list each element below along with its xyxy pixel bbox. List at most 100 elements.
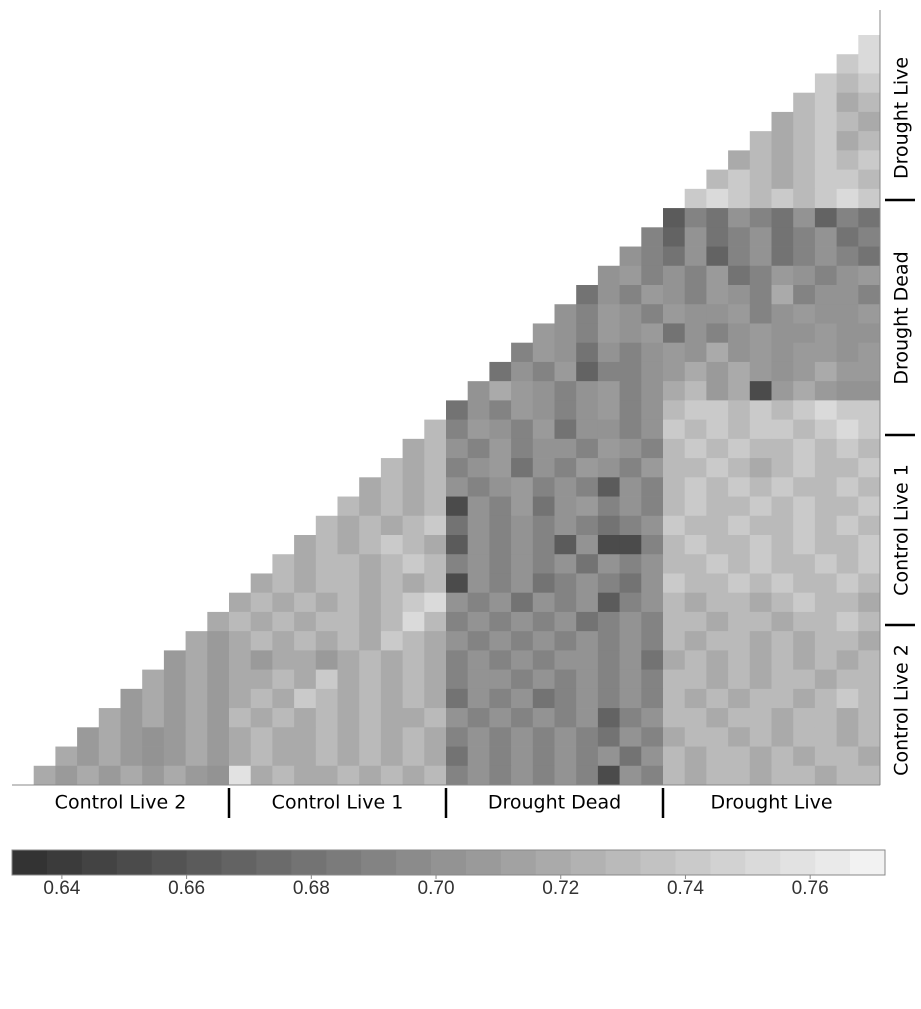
heatmap-cell <box>749 535 772 555</box>
heatmap-cell <box>728 304 751 324</box>
heatmap-cell <box>728 554 751 574</box>
heatmap-cell <box>749 208 772 228</box>
heatmap-cell <box>771 727 794 747</box>
heatmap-cell <box>706 477 729 497</box>
heatmap-cell <box>185 650 208 671</box>
heatmap-cell <box>359 535 382 555</box>
heatmap-cell <box>315 669 338 690</box>
heatmap-cell <box>836 669 859 690</box>
heatmap-cell <box>185 688 208 709</box>
heatmap-cell <box>858 92 881 113</box>
heatmap-cell <box>728 669 751 690</box>
colorbar-step <box>291 850 327 875</box>
heatmap-cell <box>576 688 599 709</box>
heatmap-cell <box>619 381 642 401</box>
heatmap-cell <box>185 746 208 767</box>
heatmap-cell <box>511 669 534 690</box>
heatmap-cell <box>728 496 751 517</box>
heatmap-cell <box>576 323 599 344</box>
heatmap-cell <box>836 573 859 594</box>
heatmap-cell <box>619 400 642 421</box>
heatmap-cell <box>532 573 555 594</box>
heatmap-cell <box>858 554 881 574</box>
heatmap-cell <box>380 611 403 632</box>
heatmap-cell <box>576 611 599 632</box>
heatmap-cell <box>814 650 837 671</box>
heatmap-cell <box>728 535 751 555</box>
heatmap-cell <box>98 765 121 786</box>
heatmap-cell <box>467 515 490 536</box>
heatmap-cell <box>250 669 273 690</box>
heatmap-cell <box>315 592 338 613</box>
heatmap-cell <box>793 535 816 555</box>
heatmap-cell <box>663 765 686 786</box>
colorbar-tick-label: 0.74 <box>667 878 704 899</box>
heatmap-cell <box>814 227 837 247</box>
heatmap-cell <box>207 631 230 651</box>
heatmap-cell <box>771 342 794 363</box>
heatmap-cell <box>749 246 772 267</box>
heatmap-cell <box>858 111 881 132</box>
heatmap-cell <box>706 304 729 324</box>
heatmap-cell <box>446 688 469 709</box>
heatmap-cell <box>793 150 816 171</box>
heatmap-cell <box>663 381 686 401</box>
heatmap-cell <box>250 746 273 767</box>
heatmap-cell <box>467 477 490 497</box>
heatmap-cell <box>749 688 772 709</box>
heatmap-cell <box>858 35 881 55</box>
heatmap-cell <box>858 188 881 209</box>
colorbar-step <box>431 850 467 875</box>
heatmap-cell <box>684 535 707 555</box>
heatmap-cell <box>597 342 620 363</box>
heatmap-cell <box>836 708 859 728</box>
heatmap-cell <box>728 746 751 767</box>
heatmap-cell <box>402 669 425 690</box>
heatmap-cell <box>641 496 664 517</box>
colorbar-step <box>465 850 502 875</box>
colorbar-step <box>221 850 257 875</box>
heatmap-cell <box>728 208 751 228</box>
heatmap-cell <box>684 381 707 401</box>
heatmap-cell <box>446 458 469 478</box>
heatmap-cell <box>424 458 447 478</box>
heatmap-cell <box>359 496 382 517</box>
heatmap-cell <box>554 477 577 497</box>
heatmap-cell <box>489 592 512 613</box>
heatmap-cell <box>576 554 599 574</box>
heatmap-cell <box>684 631 707 651</box>
heatmap-cell <box>684 361 707 382</box>
heatmap-cell <box>641 631 664 651</box>
heatmap-cell <box>836 246 859 267</box>
heatmap-cell <box>684 285 707 305</box>
heatmap-cell <box>511 765 534 786</box>
heatmap-cell <box>250 708 273 728</box>
heatmap-cell <box>532 708 555 728</box>
heatmap-cell <box>489 746 512 767</box>
heatmap-cell <box>380 688 403 709</box>
heatmap-cell <box>120 746 143 767</box>
heatmap-cell <box>858 246 881 267</box>
heatmap-cell <box>793 188 816 209</box>
heatmap-cell <box>836 169 859 190</box>
heatmap-cell <box>489 631 512 651</box>
heatmap-cell <box>858 592 881 613</box>
heatmap-cell <box>424 554 447 574</box>
heatmap-cell <box>272 554 295 574</box>
colorbar-tick-label: 0.70 <box>418 878 455 899</box>
heatmap-cell <box>663 746 686 767</box>
heatmap-cell <box>380 669 403 690</box>
heatmap-cell <box>489 650 512 671</box>
heatmap-cell <box>359 727 382 747</box>
heatmap-cell <box>728 188 751 209</box>
heatmap-cell <box>55 765 78 786</box>
heatmap-cell <box>163 650 186 671</box>
heatmap-cell <box>858 611 881 632</box>
heatmap-cell <box>272 631 295 651</box>
heatmap-cell <box>554 304 577 324</box>
heatmap-cell <box>597 727 620 747</box>
heatmap-cell <box>489 361 512 382</box>
heatmap-cell <box>359 650 382 671</box>
heatmap-cell <box>663 727 686 747</box>
heatmap-cell <box>532 611 555 632</box>
